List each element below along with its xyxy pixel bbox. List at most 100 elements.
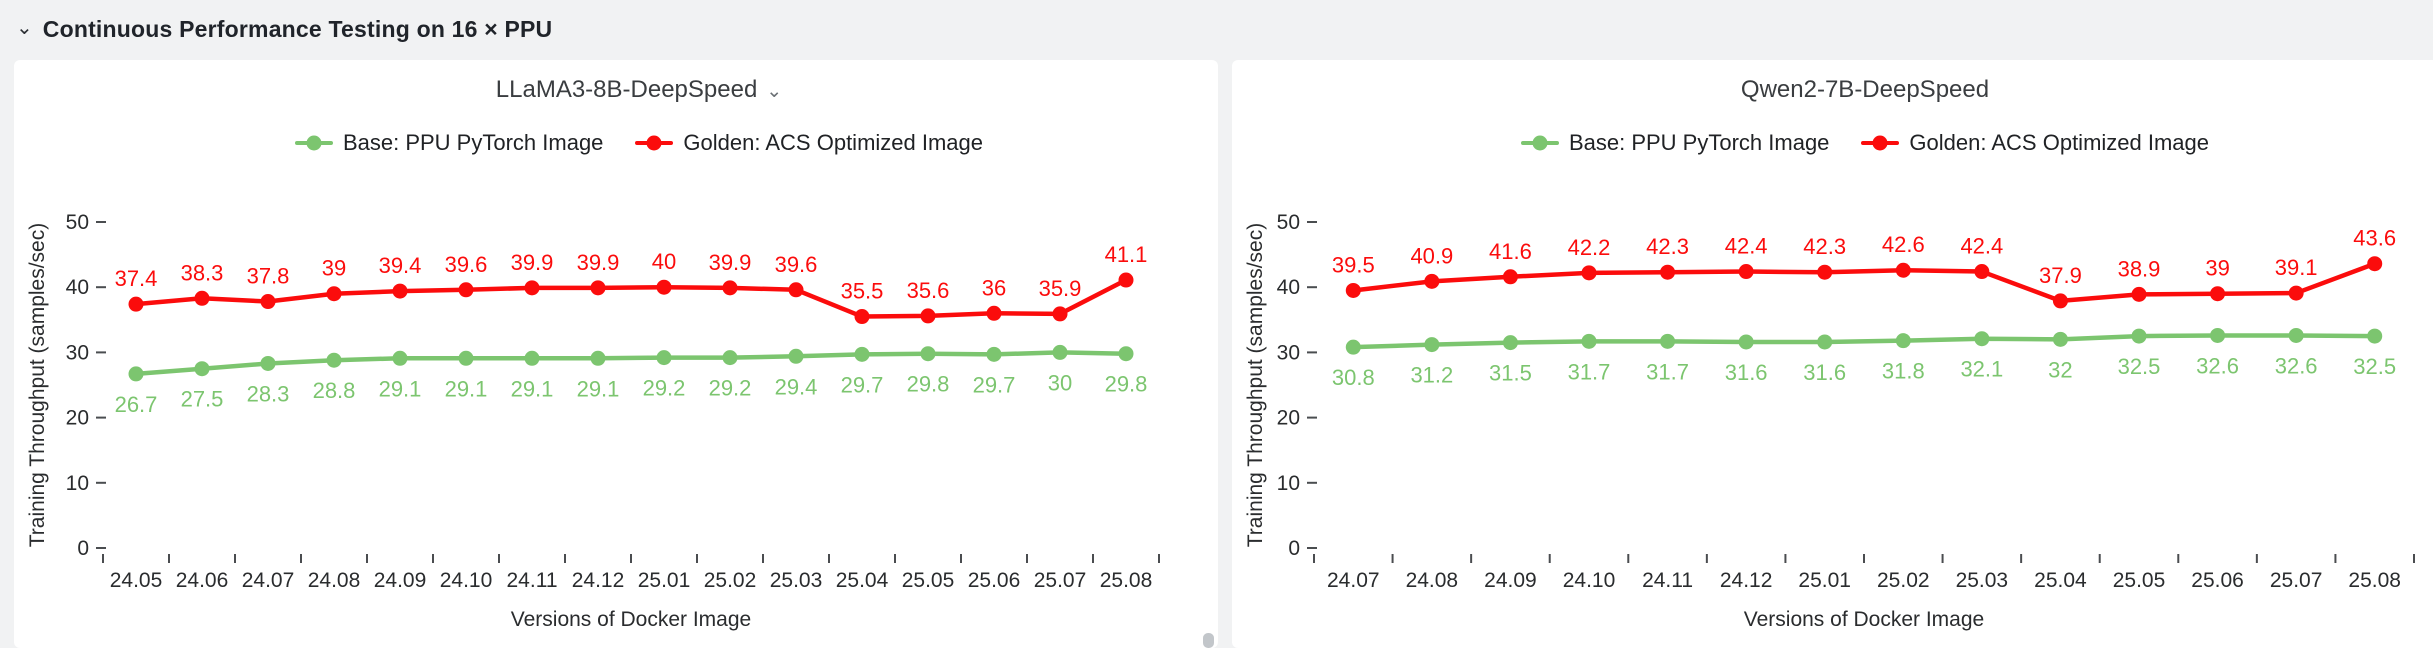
legend: Base: PPU PyTorch Image Golden: ACS Opti… <box>1278 130 2433 156</box>
legend: Base: PPU PyTorch Image Golden: ACS Opti… <box>60 130 1218 156</box>
legend-label-golden: Golden: ACS Optimized Image <box>1909 130 2210 155</box>
svg-text:39.4: 39.4 <box>379 253 422 278</box>
svg-text:50: 50 <box>66 211 89 234</box>
svg-text:39.5: 39.5 <box>1332 252 1375 277</box>
svg-text:24.12: 24.12 <box>572 569 625 592</box>
svg-text:31.7: 31.7 <box>1646 359 1689 384</box>
series-golden[interactable]: 39.5 40.9 41.6 42.2 42.3 42.4 42.3 42.6 42.4 37.9… <box>1332 226 2396 309</box>
svg-text:40: 40 <box>1277 276 1300 299</box>
svg-text:38.3: 38.3 <box>181 260 224 285</box>
svg-text:32.5: 32.5 <box>2353 354 2396 379</box>
svg-text:35.6: 35.6 <box>907 278 950 303</box>
svg-text:25.08: 25.08 <box>1100 569 1153 592</box>
svg-text:Versions of Docker Image: Versions of Docker Image <box>1744 608 1984 631</box>
svg-text:25.03: 25.03 <box>770 569 823 592</box>
svg-text:24.07: 24.07 <box>1327 569 1380 592</box>
svg-text:24.06: 24.06 <box>176 569 229 592</box>
svg-text:24.10: 24.10 <box>440 569 493 592</box>
series-golden[interactable]: 37.4 38.3 37.8 39 39.4 39.6 39.9 39.9 40 39.9 39.6… <box>115 242 1148 325</box>
page-title: Continuous Performance Testing on 16 × P… <box>42 15 553 42</box>
svg-text:24.10: 24.10 <box>1563 569 1616 592</box>
svg-text:35.9: 35.9 <box>1039 276 1082 301</box>
chart-title-dropdown-chevron-icon[interactable]: ⌄ <box>766 80 783 102</box>
svg-text:20: 20 <box>1277 407 1300 430</box>
svg-text:24.09: 24.09 <box>1484 569 1537 592</box>
series-base[interactable]: 26.7 27.5 28.3 28.8 29.1 29.1 29.1 29.1 29.2 29.2… <box>115 344 1148 417</box>
chart-head: Qwen2-7B-DeepSpeed Base: PPU PyTorch Ima… <box>1232 76 2433 156</box>
svg-text:41.1: 41.1 <box>1105 242 1148 267</box>
svg-text:29.7: 29.7 <box>841 372 884 397</box>
legend-item-golden[interactable]: Golden: ACS Optimized Image <box>635 130 983 156</box>
svg-text:29.8: 29.8 <box>907 372 950 397</box>
svg-text:10: 10 <box>66 472 89 495</box>
legend-label-base: Base: PPU PyTorch Image <box>1568 130 1830 155</box>
svg-text:42.3: 42.3 <box>1803 234 1846 259</box>
svg-text:29.1: 29.1 <box>511 376 554 401</box>
svg-text:27.5: 27.5 <box>181 387 224 412</box>
collapse-chevron-icon[interactable]: ⌄ <box>16 17 33 39</box>
svg-text:31.2: 31.2 <box>1410 363 1453 388</box>
svg-text:30.8: 30.8 <box>1332 365 1375 390</box>
y-axis: 0 10 20 30 40 50 Training Throughput (samples/… <box>26 211 106 560</box>
svg-text:31.6: 31.6 <box>1725 360 1768 385</box>
svg-text:38.9: 38.9 <box>2118 256 2161 281</box>
svg-text:29.2: 29.2 <box>643 376 686 401</box>
svg-text:42.3: 42.3 <box>1646 234 1689 259</box>
svg-text:28.3: 28.3 <box>247 381 290 406</box>
svg-text:37.9: 37.9 <box>2039 263 2082 288</box>
svg-text:41.6: 41.6 <box>1489 239 1532 264</box>
svg-text:40: 40 <box>652 249 676 274</box>
svg-text:30: 30 <box>66 341 89 364</box>
legend-marker-base-icon <box>1520 135 1559 151</box>
scrollbar-thumb[interactable] <box>1203 633 1214 648</box>
chart-card-llama3-8b: LLaMA3-8B-DeepSpeed ⌄ Base: PPU PyTorch … <box>14 60 1218 648</box>
svg-text:42.4: 42.4 <box>1725 234 1768 259</box>
line-chart-qwen2-7b[interactable]: 0 10 20 30 40 50 Training Throughput (samples/… <box>1232 160 2433 648</box>
svg-text:39.6: 39.6 <box>445 252 488 277</box>
svg-text:39: 39 <box>322 256 346 281</box>
svg-text:30: 30 <box>1048 370 1072 395</box>
svg-text:36: 36 <box>982 275 1006 300</box>
svg-text:25.06: 25.06 <box>2191 569 2244 592</box>
svg-text:32.6: 32.6 <box>2275 353 2318 378</box>
svg-text:37.8: 37.8 <box>247 264 290 289</box>
legend-marker-golden-icon <box>1861 135 1900 151</box>
legend-item-base[interactable]: Base: PPU PyTorch Image <box>1520 130 1830 156</box>
svg-text:29.1: 29.1 <box>577 376 620 401</box>
svg-text:25.04: 25.04 <box>836 569 889 592</box>
svg-text:40: 40 <box>66 276 89 299</box>
svg-text:31.5: 31.5 <box>1489 361 1532 386</box>
svg-text:28.8: 28.8 <box>313 378 356 403</box>
section-header: ⌄ Continuous Performance Testing on 16 ×… <box>0 0 2433 58</box>
svg-text:24.12: 24.12 <box>1720 569 1773 592</box>
legend-marker-base-icon <box>294 135 333 151</box>
svg-text:37.4: 37.4 <box>115 266 158 291</box>
legend-item-base[interactable]: Base: PPU PyTorch Image <box>294 130 603 156</box>
chart-head: LLaMA3-8B-DeepSpeed ⌄ Base: PPU PyTorch … <box>14 76 1218 156</box>
svg-text:25.07: 25.07 <box>2270 569 2323 592</box>
svg-text:Training Throughput (samples/s: Training Throughput (samples/sec) <box>1244 223 1267 548</box>
svg-text:24.08: 24.08 <box>308 569 361 592</box>
legend-item-golden[interactable]: Golden: ACS Optimized Image <box>1861 130 2209 156</box>
svg-text:39.9: 39.9 <box>709 250 752 275</box>
svg-text:20: 20 <box>66 407 89 430</box>
svg-text:24.05: 24.05 <box>110 569 163 592</box>
legend-marker-golden-icon <box>635 135 674 151</box>
svg-text:25.05: 25.05 <box>2113 569 2166 592</box>
svg-text:42.4: 42.4 <box>1960 234 2003 259</box>
svg-text:24.11: 24.11 <box>507 569 558 592</box>
svg-text:31.8: 31.8 <box>1882 359 1925 384</box>
svg-text:43.6: 43.6 <box>2353 226 2396 251</box>
svg-text:29.8: 29.8 <box>1105 372 1148 397</box>
svg-text:31.6: 31.6 <box>1803 360 1846 385</box>
svg-text:50: 50 <box>1277 211 1300 234</box>
chart-title-qwen2: Qwen2-7B-DeepSpeed <box>1740 76 1990 103</box>
svg-text:42.6: 42.6 <box>1882 232 1925 257</box>
svg-text:39: 39 <box>2205 256 2229 281</box>
svg-text:32.6: 32.6 <box>2196 353 2239 378</box>
line-chart-llama3-8b[interactable]: 0 10 20 30 40 50 Training Throughput (samples/… <box>14 160 1218 648</box>
svg-text:32.5: 32.5 <box>2118 354 2161 379</box>
svg-text:25.07: 25.07 <box>1034 569 1087 592</box>
svg-text:25.01: 25.01 <box>638 569 691 592</box>
series-base[interactable]: 30.8 31.2 31.5 31.7 31.7 31.6 31.6 31.8 32.1 32 32… <box>1332 327 2396 390</box>
